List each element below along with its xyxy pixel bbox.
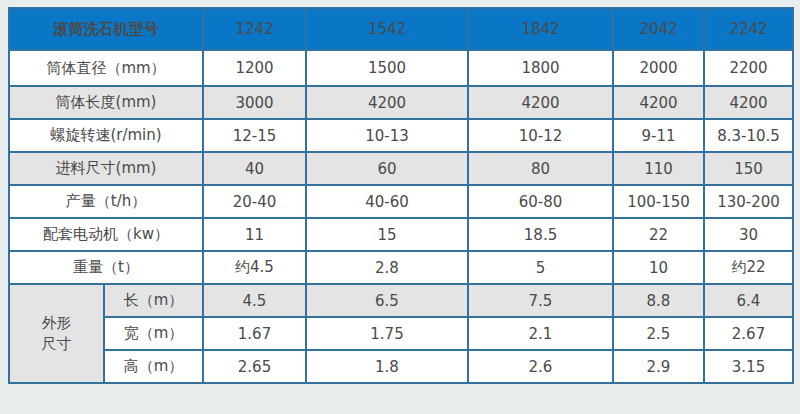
value-cell: 20-40 xyxy=(203,185,306,218)
value-cell: 4200 xyxy=(306,86,468,119)
table-row-height: 高（m） 2.65 1.8 2.6 2.9 3.15 xyxy=(9,350,793,383)
value-cell: 8.8 xyxy=(613,284,704,317)
value-cell: 2000 xyxy=(613,50,704,86)
value-cell: 11 xyxy=(203,218,306,251)
value-cell: 1500 xyxy=(306,50,468,86)
value-cell: 100-150 xyxy=(613,185,704,218)
value-cell: 110 xyxy=(613,152,704,185)
value-cell: 6.5 xyxy=(306,284,468,317)
table-row-capacity: 产量（t/h） 20-40 40-60 60-80 100-150 130-20… xyxy=(9,185,793,218)
value-cell: 4200 xyxy=(468,86,613,119)
value-cell: 6.4 xyxy=(704,284,793,317)
value-cell: 1800 xyxy=(468,50,613,86)
value-cell: 2.65 xyxy=(203,350,306,383)
table-row-feed-size: 进料尺寸(mm) 40 60 80 110 150 xyxy=(9,152,793,185)
value-cell: 60-80 xyxy=(468,185,613,218)
table-row-drum-length: 筒体长度(mm) 3000 4200 4200 4200 4200 xyxy=(9,86,793,119)
table-row-spiral-speed: 螺旋转速(r/min) 12-15 10-13 10-12 9-11 8.3-1… xyxy=(9,119,793,152)
value-cell: 2.8 xyxy=(306,251,468,284)
row-label-height: 高（m） xyxy=(104,350,203,383)
value-cell: 约22 xyxy=(704,251,793,284)
table-row-motor-power: 配套电动机（kw） 11 15 18.5 22 30 xyxy=(9,218,793,251)
value-cell: 15 xyxy=(306,218,468,251)
value-cell: 4200 xyxy=(704,86,793,119)
dimension-group-label: 外形 尺寸 xyxy=(9,284,104,383)
header-model-1842: 1842 xyxy=(468,8,613,50)
value-cell: 1.8 xyxy=(306,350,468,383)
value-cell: 12-15 xyxy=(203,119,306,152)
row-label-length: 长（m） xyxy=(104,284,203,317)
row-label-drum-length: 筒体长度(mm) xyxy=(9,86,203,119)
value-cell: 4200 xyxy=(613,86,704,119)
value-cell: 2.67 xyxy=(704,317,793,350)
header-model-1242: 1242 xyxy=(203,8,306,50)
value-cell: 4.5 xyxy=(203,284,306,317)
value-cell: 60 xyxy=(306,152,468,185)
header-product-model-label: 滚筒洗石机型号 xyxy=(9,8,203,50)
row-label-motor-power: 配套电动机（kw） xyxy=(9,218,203,251)
row-label-capacity: 产量（t/h） xyxy=(9,185,203,218)
header-model-2242: 2242 xyxy=(704,8,793,50)
value-cell: 7.5 xyxy=(468,284,613,317)
value-cell: 10-12 xyxy=(468,119,613,152)
value-cell: 3.15 xyxy=(704,350,793,383)
value-cell: 9-11 xyxy=(613,119,704,152)
row-label-weight: 重量（t） xyxy=(9,251,203,284)
value-cell: 约4.5 xyxy=(203,251,306,284)
value-cell: 1200 xyxy=(203,50,306,86)
row-label-spiral-speed: 螺旋转速(r/min) xyxy=(9,119,203,152)
value-cell: 130-200 xyxy=(704,185,793,218)
value-cell: 22 xyxy=(613,218,704,251)
value-cell: 10-13 xyxy=(306,119,468,152)
value-cell: 18.5 xyxy=(468,218,613,251)
value-cell: 3000 xyxy=(203,86,306,119)
value-cell: 2.1 xyxy=(468,317,613,350)
table-row-length: 外形 尺寸 长（m） 4.5 6.5 7.5 8.8 6.4 xyxy=(9,284,793,317)
value-cell: 150 xyxy=(704,152,793,185)
value-cell: 1.75 xyxy=(306,317,468,350)
value-cell: 10 xyxy=(613,251,704,284)
spec-table-container: 滚筒洗石机型号 1242 1542 1842 2042 2242 筒体直径（mm… xyxy=(8,7,794,384)
table-row-weight: 重量（t） 约4.5 2.8 5 10 约22 xyxy=(9,251,793,284)
value-cell: 2.9 xyxy=(613,350,704,383)
value-cell: 8.3-10.5 xyxy=(704,119,793,152)
value-cell: 2.6 xyxy=(468,350,613,383)
row-label-width: 宽（m） xyxy=(104,317,203,350)
table-row-drum-diameter: 筒体直径（mm） 1200 1500 1800 2000 2200 xyxy=(9,50,793,86)
header-model-2042: 2042 xyxy=(613,8,704,50)
value-cell: 40 xyxy=(203,152,306,185)
value-cell: 30 xyxy=(704,218,793,251)
spec-table: 滚筒洗石机型号 1242 1542 1842 2042 2242 筒体直径（mm… xyxy=(8,7,794,384)
table-row-width: 宽（m） 1.67 1.75 2.1 2.5 2.67 xyxy=(9,317,793,350)
value-cell: 5 xyxy=(468,251,613,284)
value-cell: 1.67 xyxy=(203,317,306,350)
value-cell: 2200 xyxy=(704,50,793,86)
header-model-1542: 1542 xyxy=(306,8,468,50)
value-cell: 80 xyxy=(468,152,613,185)
value-cell: 2.5 xyxy=(613,317,704,350)
row-label-drum-diameter: 筒体直径（mm） xyxy=(9,50,203,86)
header-row: 滚筒洗石机型号 1242 1542 1842 2042 2242 xyxy=(9,8,793,50)
value-cell: 40-60 xyxy=(306,185,468,218)
row-label-feed-size: 进料尺寸(mm) xyxy=(9,152,203,185)
